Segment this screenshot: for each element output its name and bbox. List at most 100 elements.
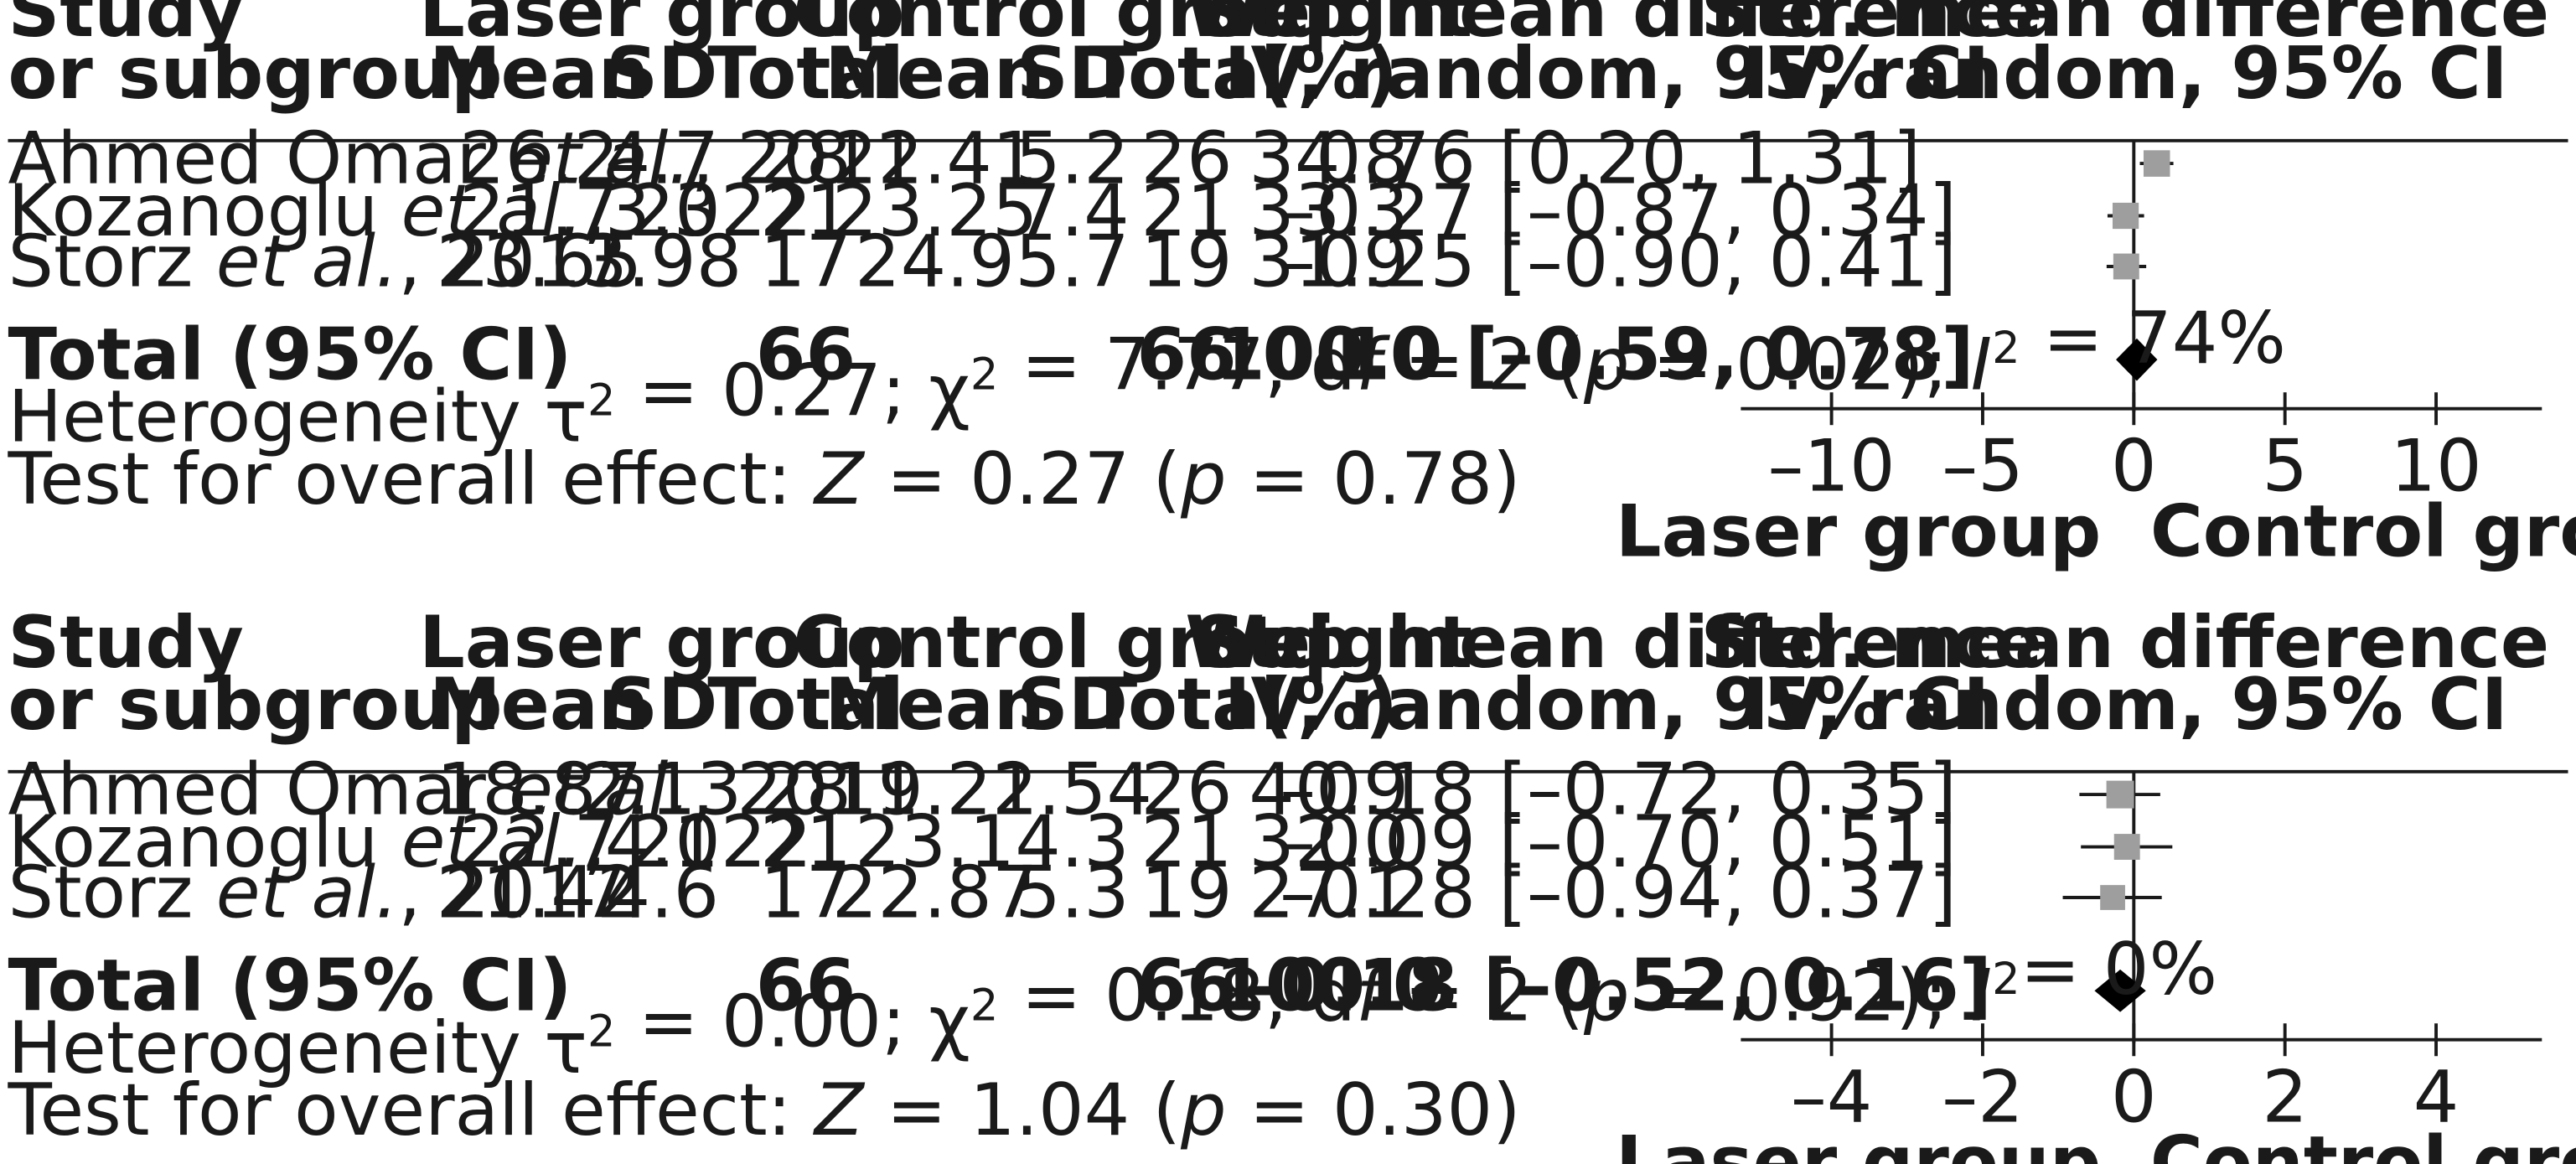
x-tick-label: 4 bbox=[2413, 1055, 2460, 1139]
heterogeneity-text: Heterogeneity τ2 = 0.27; χ2 = 7.77, df =… bbox=[8, 297, 2285, 459]
study-effect-square bbox=[2100, 885, 2125, 910]
laser-total: 17 bbox=[760, 220, 851, 303]
control-mean: 19.22 bbox=[832, 748, 1038, 832]
header-smd: Std. mean difference bbox=[1194, 601, 2043, 685]
header-study: Study bbox=[8, 601, 243, 685]
header-lt: Total bbox=[707, 663, 903, 747]
header-cm: Mean bbox=[825, 663, 1045, 747]
control-mean: 24.9 bbox=[855, 220, 1015, 303]
laser-total: 21 bbox=[760, 800, 851, 884]
total-ci-text: 0.10 [–0.59, 0.78] bbox=[1263, 313, 1974, 397]
laser-mean: 23.65 bbox=[437, 220, 643, 303]
control-total: 26 bbox=[1141, 116, 1232, 200]
ci-text: 0.76 [0.20, 1.31] bbox=[1316, 116, 1921, 200]
laser-mean: 26.2 bbox=[459, 116, 619, 200]
laser-total: 28 bbox=[760, 116, 851, 200]
header-lsd: SD bbox=[606, 32, 717, 116]
total-weight: 100.0 bbox=[1215, 313, 1442, 397]
control-total: 21 bbox=[1141, 800, 1232, 884]
header-laser-group: Laser group bbox=[419, 0, 904, 54]
control-sd: 7.4 bbox=[1015, 169, 1130, 253]
x-tick-label: 0 bbox=[2111, 424, 2157, 508]
control-total: 19 bbox=[1141, 220, 1232, 303]
header-plot-method: IV, random, 95% CI bbox=[1742, 32, 2508, 116]
header-study: Study bbox=[8, 0, 243, 54]
header-weight: Weight bbox=[1185, 601, 1472, 685]
ci-text: –0.25 [–0.90, 0.41] bbox=[1280, 220, 1957, 303]
ci-text: –0.18 [–0.72, 0.35] bbox=[1280, 748, 1957, 832]
weight-value: 33.3 bbox=[1249, 169, 1409, 253]
total-laser: 66 bbox=[756, 313, 856, 397]
header-smd-method: IV, random, 95% CI bbox=[1224, 32, 1990, 116]
header-smd-method: IV, random, 95% CI bbox=[1224, 663, 1990, 747]
control-sd: 5.3 bbox=[1015, 851, 1130, 934]
control-mean: 22.41 bbox=[832, 116, 1038, 200]
laser-mean: 21.42 bbox=[437, 851, 643, 934]
laser-sd: 2.13 bbox=[582, 748, 742, 832]
favours-control-label: Control group bbox=[2150, 1120, 2576, 1164]
header-weight-unit: (%) bbox=[1260, 663, 1398, 747]
weight-value: 32.0 bbox=[1249, 800, 1409, 884]
header-cm: Mean bbox=[825, 32, 1045, 116]
header-plot-smd: Std. mean difference bbox=[1701, 601, 2550, 685]
x-tick-label: –10 bbox=[1768, 424, 1896, 508]
header-lm: Mean bbox=[429, 663, 649, 747]
header-smd: Std. mean difference bbox=[1194, 0, 2043, 54]
x-tick-label: –2 bbox=[1942, 1055, 2024, 1139]
pooled-effect-diamond bbox=[2116, 338, 2158, 381]
laser-mean: 18.87 bbox=[437, 748, 643, 832]
weight-value: 40.9 bbox=[1249, 748, 1409, 832]
study-name: Ahmed Omar et al., 2011 bbox=[8, 748, 919, 832]
x-tick-label: 0 bbox=[2111, 1055, 2157, 1139]
study-name: Kozanoglu et al., 2022 bbox=[8, 800, 812, 884]
total-ci-text: –0.18 [–0.52, 0.16] bbox=[1244, 944, 1992, 1028]
header-csd: SD bbox=[1016, 32, 1128, 116]
control-sd: 1.54 bbox=[992, 748, 1152, 832]
study-effect-square bbox=[2113, 253, 2139, 280]
header-plot-method: IV, random, 95% CI bbox=[1742, 663, 2508, 747]
laser-sd: 4.1 bbox=[605, 800, 720, 884]
ci-text: –0.27 [–0.87, 0.34] bbox=[1280, 169, 1957, 253]
total-control: 66 bbox=[1136, 944, 1236, 1028]
x-tick-label: 5 bbox=[2262, 424, 2308, 508]
header-control-group: Control group bbox=[793, 0, 1354, 54]
header-lsd: SD bbox=[606, 663, 717, 747]
header-subgroup: or subgroup bbox=[8, 663, 502, 747]
overall-effect-text: Test for overall effect: Z = 0.27 (p = 0… bbox=[7, 437, 1520, 521]
total-label: Total (95% CI) bbox=[8, 313, 572, 397]
laser-mean: 21.7 bbox=[459, 169, 619, 253]
control-mean: 22.87 bbox=[832, 851, 1038, 934]
ci-text: –0.09 [–0.70, 0.51] bbox=[1280, 800, 1957, 884]
x-tick-label: –5 bbox=[1942, 424, 2024, 508]
pooled-effect-diamond bbox=[2094, 969, 2146, 1012]
laser-total: 28 bbox=[760, 748, 851, 832]
control-total: 19 bbox=[1141, 851, 1232, 934]
laser-mean: 22.7 bbox=[459, 800, 619, 884]
header-ct: Total bbox=[1089, 663, 1285, 747]
control-total: 21 bbox=[1141, 169, 1232, 253]
study-name: Ahmed Omar et al., 2011 bbox=[8, 116, 919, 200]
weight-value: 31.9 bbox=[1249, 220, 1409, 303]
control-sd: 4.3 bbox=[1015, 800, 1130, 884]
study-name: Storz et al., 2017 bbox=[8, 220, 627, 303]
control-mean: 23.25 bbox=[832, 169, 1038, 253]
x-tick-label: –4 bbox=[1791, 1055, 1873, 1139]
control-sd: 5.7 bbox=[1015, 220, 1130, 303]
laser-total: 17 bbox=[760, 851, 851, 934]
favours-laser-label: Laser group bbox=[1616, 489, 2101, 573]
weight-value: 27.1 bbox=[1249, 851, 1409, 934]
heterogeneity-text: Heterogeneity τ2 = 0.00; χ2 = 0.18, df =… bbox=[8, 928, 2217, 1090]
laser-sd: 3.98 bbox=[582, 220, 742, 303]
header-lt: Total bbox=[707, 32, 903, 116]
control-total: 26 bbox=[1141, 748, 1232, 832]
header-weight: Weight bbox=[1185, 0, 1472, 54]
